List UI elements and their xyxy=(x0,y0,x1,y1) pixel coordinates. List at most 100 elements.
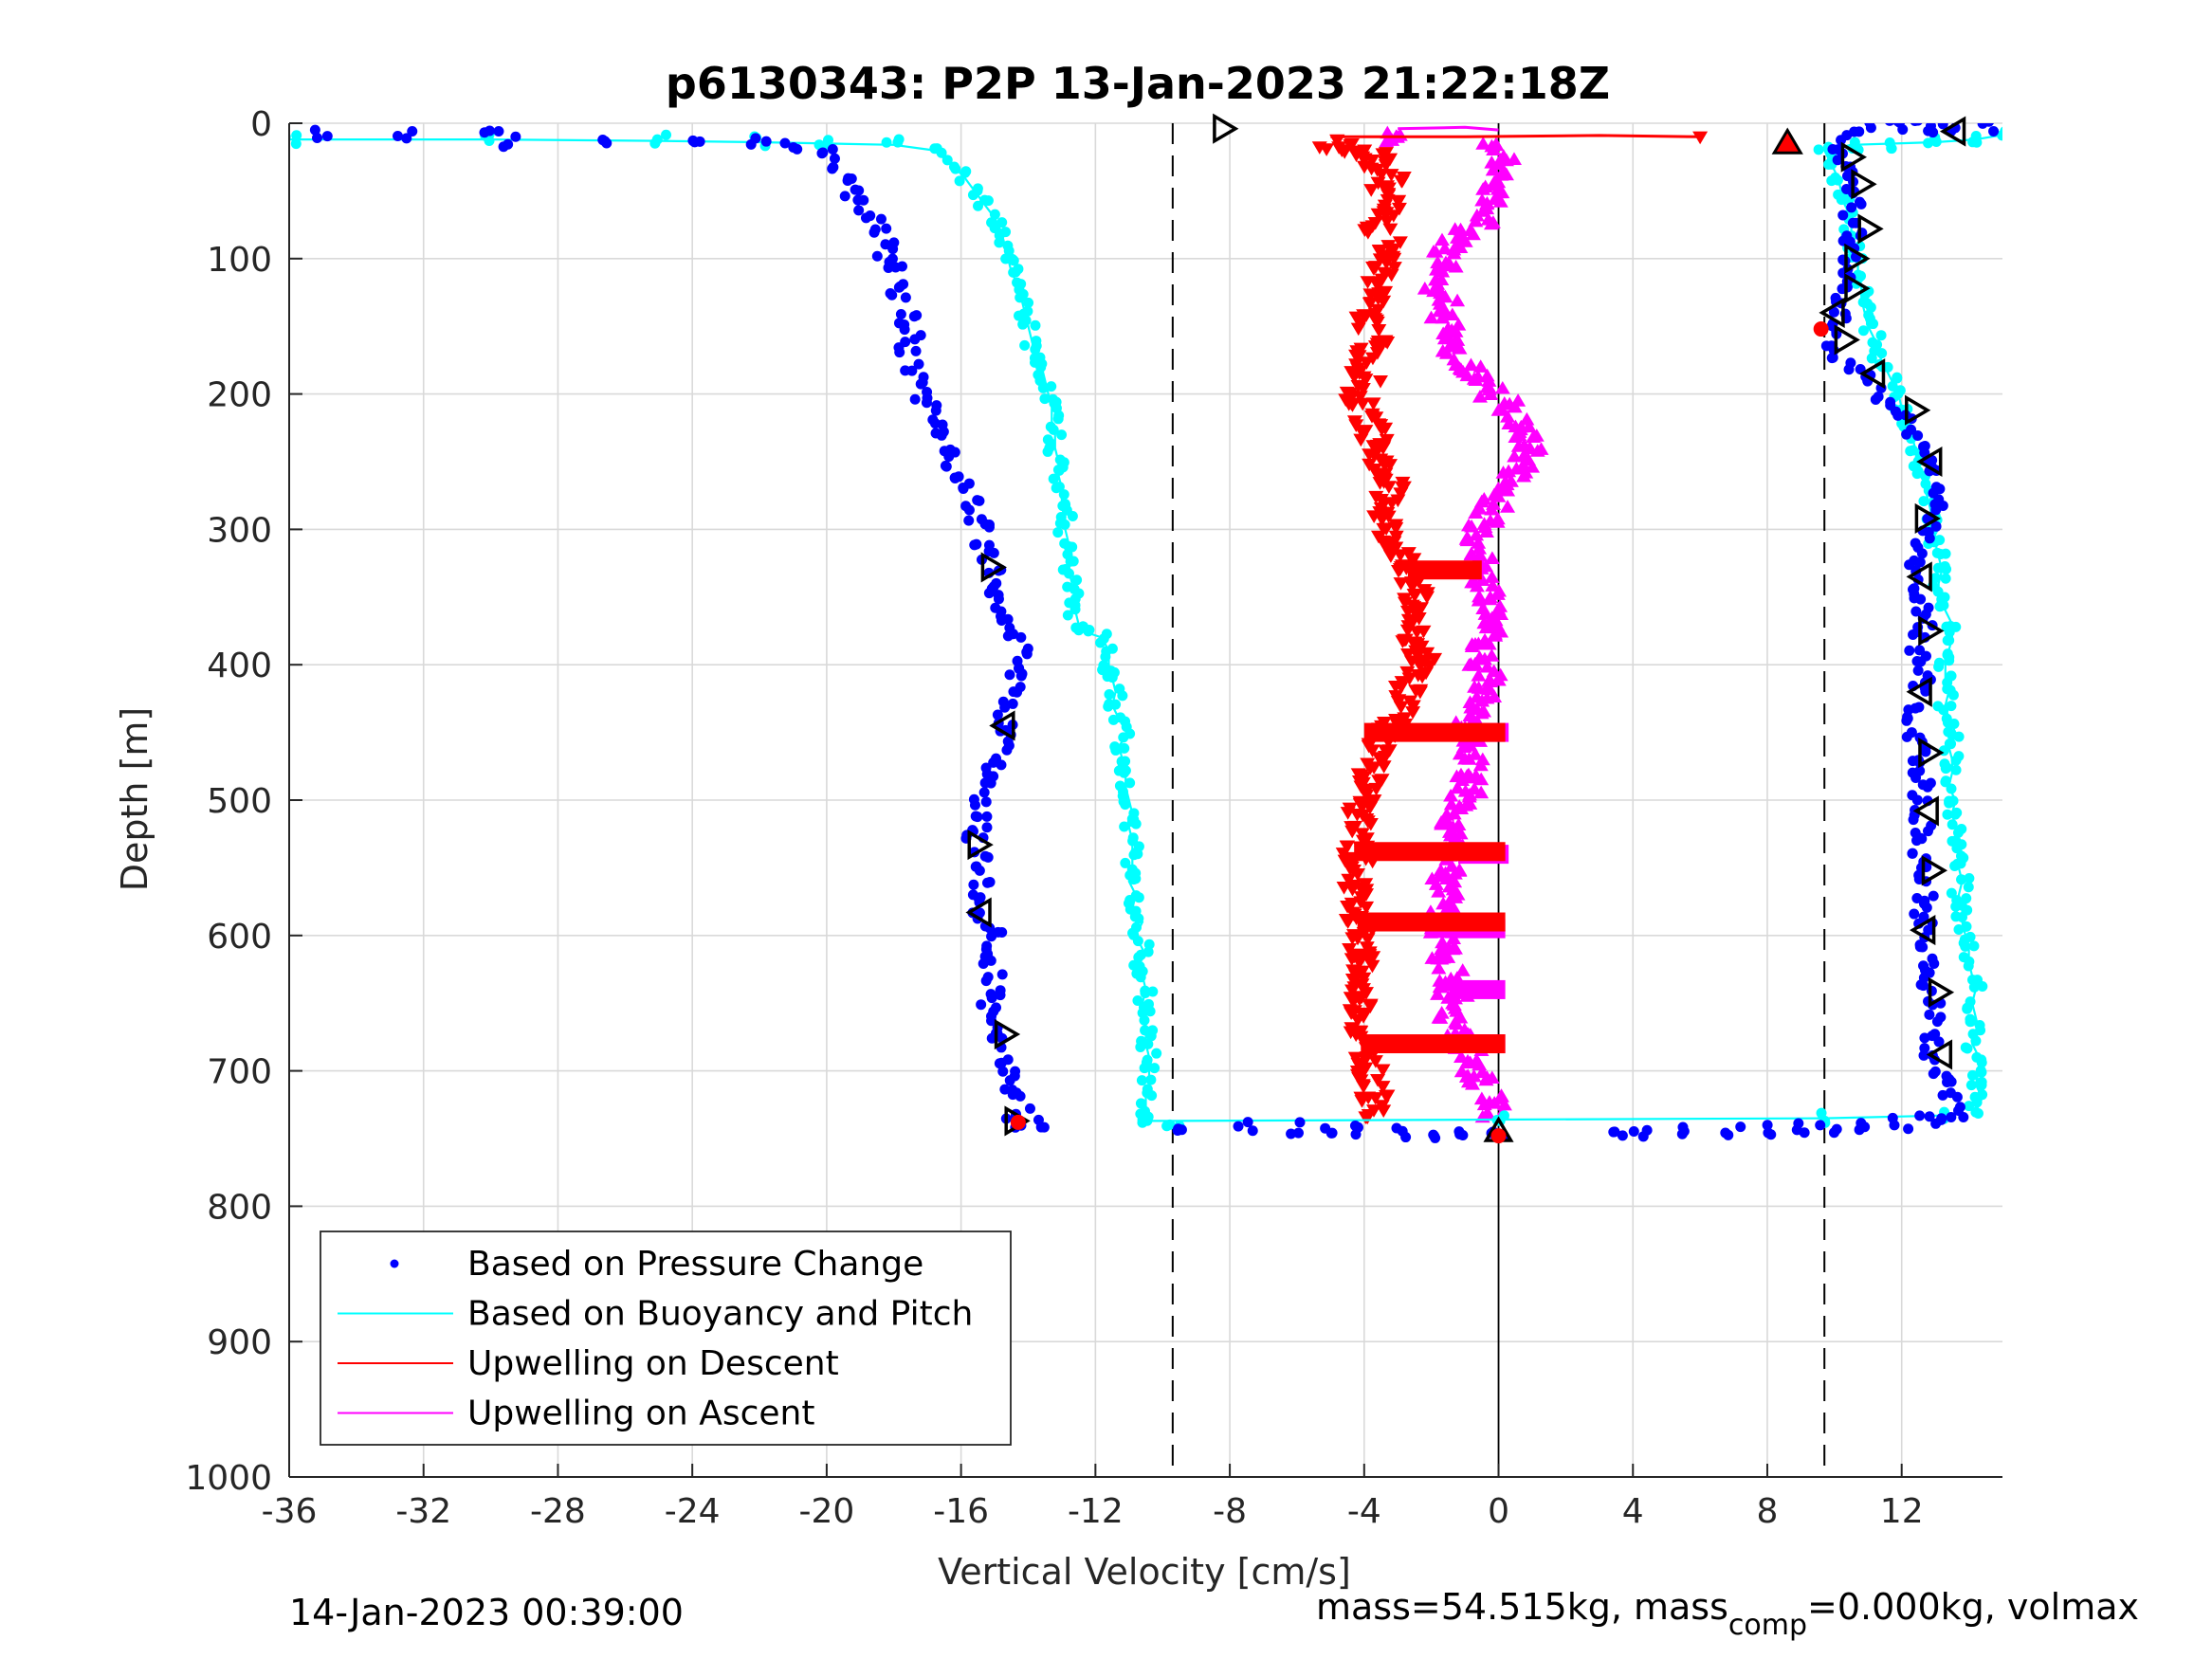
direction-marker xyxy=(1906,676,1932,707)
buoyancy-point xyxy=(1037,382,1049,393)
upwelling-descent-point xyxy=(1405,706,1421,720)
y-tick-label: 100 xyxy=(207,241,272,280)
upwelling-descent-band xyxy=(1357,912,1506,932)
pressure-point xyxy=(875,213,887,225)
upwelling-descent-point xyxy=(1406,553,1422,567)
upwelling-descent-point xyxy=(1359,1051,1375,1065)
upwelling-ascent-point xyxy=(1493,624,1509,638)
upwelling-ascent-point xyxy=(1462,695,1478,708)
pressure-point xyxy=(1845,357,1856,369)
buoyancy-point xyxy=(1098,660,1109,671)
red-dot-marker xyxy=(1813,321,1829,337)
upwelling-ascent-point xyxy=(1464,519,1480,533)
direction-marker xyxy=(1858,358,1886,390)
pressure-point xyxy=(1024,1103,1035,1114)
buoyancy-point xyxy=(1950,764,1962,775)
buoyancy-point xyxy=(1882,361,1893,373)
buoyancy-point xyxy=(941,155,953,166)
upwelling-descent-point xyxy=(1390,725,1406,738)
y-tick-label: 700 xyxy=(207,1053,272,1092)
pressure-point xyxy=(1831,1123,1842,1135)
upwelling-ascent-point xyxy=(1447,991,1463,1005)
pressure-point xyxy=(1799,1127,1810,1139)
upwelling-descent-point xyxy=(1369,347,1385,360)
buoyancy-point xyxy=(1143,1038,1154,1049)
pressure-point xyxy=(996,1057,1007,1068)
upwelling-descent-point xyxy=(1354,846,1370,859)
pressure-point xyxy=(1233,1121,1244,1132)
buoyancy-point xyxy=(1965,1080,1977,1091)
upwelling-ascent-point xyxy=(1508,461,1525,475)
buoyancy-point xyxy=(1942,635,1953,647)
upwelling-ascent-point xyxy=(1468,373,1484,387)
pressure-point xyxy=(407,126,418,137)
buoyancy-point xyxy=(1962,904,1973,916)
pressure-point xyxy=(1873,391,1884,402)
buoyancy-point xyxy=(1046,381,1057,392)
marker-layer xyxy=(965,113,1966,1144)
upwelling-descent-point xyxy=(1362,297,1379,310)
buoyancy-point xyxy=(1946,738,1957,750)
pressure-point xyxy=(839,191,850,202)
upwelling-descent-point xyxy=(1342,942,1358,957)
pressure-point xyxy=(980,975,992,987)
buoyancy-point xyxy=(972,185,983,196)
buoyancy-point xyxy=(1956,824,1967,835)
upwelling-descent-point xyxy=(1344,1006,1361,1019)
upwelling-ascent-point xyxy=(1452,799,1468,812)
upwelling-ascent-point xyxy=(1467,747,1483,760)
buoyancy-point xyxy=(1965,996,1976,1008)
pressure-point xyxy=(1826,353,1837,364)
upwelling-ascent-point xyxy=(1490,489,1507,502)
buoyancy-point xyxy=(1000,253,1012,264)
pressure-point xyxy=(393,130,404,141)
pressure-point xyxy=(1901,428,1912,440)
pressure-point xyxy=(996,759,1007,771)
pressure-point xyxy=(1906,727,1917,738)
upwelling-ascent-point xyxy=(1501,416,1517,429)
legend-label: Based on Pressure Change xyxy=(467,1245,923,1284)
upwelling-descent-band xyxy=(1361,1034,1506,1054)
buoyancy-point xyxy=(1058,489,1069,501)
legend-label: Upwelling on Ascent xyxy=(467,1395,814,1433)
upwelling-ascent-point xyxy=(1435,950,1452,964)
pressure-point xyxy=(983,588,995,599)
x-tick-label: -4 xyxy=(1347,1492,1381,1531)
pressure-point xyxy=(1937,123,1948,130)
upwelling-descent-point xyxy=(1359,789,1375,803)
upwelling-ascent-point xyxy=(1482,682,1498,696)
pressure-point xyxy=(1033,1114,1044,1125)
pressure-point xyxy=(1909,908,1920,920)
pressure-point xyxy=(1917,779,1929,791)
axes: -36 -32 -28 -24 -20 -16 -12 -8 -4 0 4 8 12 0 100 200 300… xyxy=(185,105,2002,1531)
y-tick-label: 200 xyxy=(207,376,272,415)
pressure-point xyxy=(829,153,840,164)
buoyancy-point xyxy=(1062,581,1073,592)
upwelling-ascent-point xyxy=(1443,788,1459,802)
upwelling-ascent-point xyxy=(1476,615,1492,629)
pressure-point xyxy=(996,969,1008,980)
direction-marker xyxy=(1918,737,1945,769)
buoyancy-point xyxy=(1946,701,1957,712)
buoyancy-point xyxy=(1127,832,1139,844)
direction-marker xyxy=(1851,169,1877,200)
buoyancy-point xyxy=(1896,418,1908,429)
upwelling-ascent-point xyxy=(1449,971,1465,984)
buoyancy-point xyxy=(1102,671,1113,683)
pressure-point xyxy=(321,131,333,142)
buoyancy-point xyxy=(1867,337,1878,348)
buoyancy-point xyxy=(1965,1015,1977,1027)
buoyancy-point xyxy=(1940,775,1951,787)
upwelling-descent-point xyxy=(1379,522,1395,536)
upwelling-descent-point xyxy=(1359,884,1375,897)
buoyancy-point xyxy=(1118,732,1129,743)
buoyancy-point xyxy=(1886,142,1897,154)
upwelling-ascent-point xyxy=(1448,259,1464,273)
upwelling-ascent-point xyxy=(1446,931,1462,945)
upwelling-ascent-point xyxy=(1424,951,1440,964)
upwelling-ascent-point xyxy=(1472,541,1488,555)
buoyancy-point xyxy=(1136,1075,1147,1086)
upwelling-descent-point xyxy=(1398,562,1415,575)
pressure-point xyxy=(917,376,928,388)
x-tick-label: 12 xyxy=(1880,1492,1924,1531)
